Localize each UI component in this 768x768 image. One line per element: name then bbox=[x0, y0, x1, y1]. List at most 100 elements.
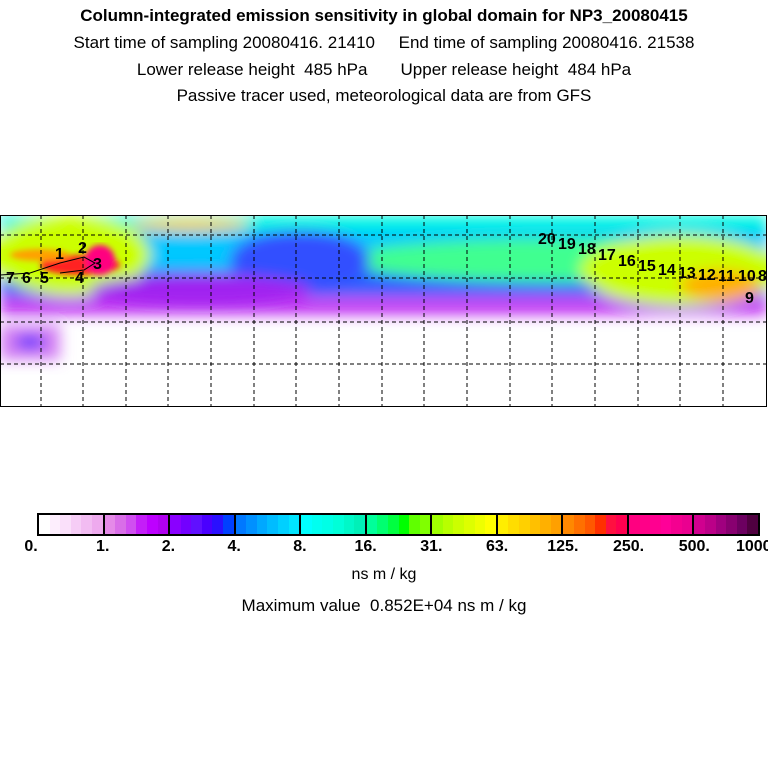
colorbar-segment bbox=[39, 515, 105, 534]
tracer-info: Passive tracer used, meteorological data… bbox=[176, 86, 592, 105]
trajectory-label: 8 bbox=[758, 268, 767, 285]
colorbar-swatch bbox=[529, 515, 541, 534]
colorbar-tick-label: 1000. bbox=[735, 538, 768, 555]
colorbar-swatch bbox=[628, 515, 640, 534]
colorbar-swatch bbox=[267, 515, 279, 534]
trajectory-label: 15 bbox=[638, 258, 656, 275]
colorbar-swatch bbox=[550, 515, 562, 534]
trajectory-label: 14 bbox=[658, 262, 676, 279]
trajectory-label: 4 bbox=[75, 270, 84, 287]
colorbar bbox=[37, 513, 760, 536]
colorbar-swatch bbox=[332, 515, 344, 534]
colorbar-swatch bbox=[157, 515, 169, 534]
colorbar-swatch bbox=[419, 515, 431, 534]
colorbar-tick-label: 500. bbox=[678, 538, 710, 555]
colorbar-swatch bbox=[256, 515, 268, 534]
colorbar-swatch bbox=[398, 515, 410, 534]
colorbar-swatch bbox=[125, 515, 137, 534]
colorbar-swatch bbox=[136, 515, 147, 534]
colorbar-swatch bbox=[278, 515, 289, 534]
trajectory-label: 1 bbox=[55, 246, 64, 263]
colorbar-swatch bbox=[432, 515, 443, 534]
colorbar-swatch bbox=[223, 515, 234, 534]
colorbar-swatch bbox=[201, 515, 213, 534]
trajectory-label: 9 bbox=[745, 290, 754, 307]
trajectory-label: 3 bbox=[93, 256, 102, 273]
trajectory-label: 16 bbox=[618, 253, 636, 270]
colorbar-swatch bbox=[497, 515, 509, 534]
sensitivity-map: 1 2 3 4 5 6 7 8 9 10 11 12 13 14 15 16 1… bbox=[0, 215, 767, 407]
colorbar-swatch bbox=[442, 515, 454, 534]
colorbar-tick-label: 63. bbox=[485, 538, 509, 555]
colorbar-swatch bbox=[301, 515, 312, 534]
trajectory-label: 12 bbox=[698, 267, 716, 284]
maximum-value: Maximum value 0.852E+04 ns m / kg bbox=[241, 596, 527, 615]
colorbar-segment bbox=[366, 515, 433, 534]
colorbar-swatch bbox=[453, 515, 465, 534]
colorbar-tick-label: 2. bbox=[161, 538, 176, 555]
colorbar-segment bbox=[628, 515, 695, 534]
colorbar-segment bbox=[694, 515, 759, 534]
trajectory-label: 5 bbox=[40, 270, 49, 287]
colorbar-swatch bbox=[311, 515, 323, 534]
colorbar-swatch bbox=[212, 515, 224, 534]
colorbar-swatch bbox=[605, 515, 617, 534]
colorbar-swatch bbox=[377, 515, 388, 534]
colorbar-swatch bbox=[322, 515, 333, 534]
colorbar-swatch bbox=[584, 515, 596, 534]
colorbar-swatch bbox=[60, 515, 71, 534]
colorbar-swatch bbox=[650, 515, 661, 534]
colorbar-swatch bbox=[639, 515, 651, 534]
trajectory-label: 10 bbox=[738, 268, 756, 285]
colorbar-swatch bbox=[464, 515, 475, 534]
colorbar-swatch bbox=[616, 515, 627, 534]
colorbar-swatch bbox=[180, 515, 192, 534]
colorbar-swatch bbox=[573, 515, 585, 534]
colorbar-swatch bbox=[595, 515, 606, 534]
colorbar-swatch bbox=[39, 515, 50, 534]
colorbar-swatch bbox=[660, 515, 672, 534]
colorbar-segment bbox=[235, 515, 302, 534]
colorbar-tick-label: 16. bbox=[354, 538, 377, 555]
colorbar-segment bbox=[563, 515, 629, 534]
colorbar-swatch bbox=[288, 515, 300, 534]
colorbar-tick-label: 31. bbox=[420, 538, 443, 555]
colorbar-segment bbox=[170, 515, 236, 534]
colorbar-swatch bbox=[540, 515, 551, 534]
colorbar-tick-label: 250. bbox=[612, 538, 645, 555]
colorbar-swatch bbox=[519, 515, 530, 534]
trajectory-label: 6 bbox=[22, 270, 31, 287]
colorbar-swatch bbox=[681, 515, 693, 534]
colorbar-swatch bbox=[387, 515, 399, 534]
colorbar-swatch bbox=[343, 515, 355, 534]
colorbar-segment bbox=[432, 515, 498, 534]
colorbar-swatch bbox=[726, 515, 737, 534]
colorbar-tick-label: 8. bbox=[293, 538, 307, 555]
colorbar-swatch bbox=[191, 515, 202, 534]
trajectory-label: 19 bbox=[558, 236, 576, 253]
colorbar-swatch bbox=[235, 515, 247, 534]
colorbar-swatch bbox=[115, 515, 126, 534]
colorbar-swatch bbox=[246, 515, 257, 534]
colorbar-swatch bbox=[474, 515, 486, 534]
colorbar-swatch bbox=[104, 515, 116, 534]
colorbar-swatch bbox=[694, 515, 706, 534]
colorbar-swatch bbox=[366, 515, 378, 534]
colorbar-swatch bbox=[563, 515, 574, 534]
colorbar-swatch bbox=[49, 515, 61, 534]
colorbar-swatch bbox=[485, 515, 496, 534]
release-height: Lower release height 485 hPa Upper relea… bbox=[136, 60, 632, 79]
colorbar-swatch bbox=[736, 515, 748, 534]
trajectory-label: 13 bbox=[678, 265, 696, 282]
colorbar-swatch bbox=[508, 515, 520, 534]
colorbar-swatch bbox=[170, 515, 181, 534]
colorbar-tick-label: 1. bbox=[96, 538, 110, 555]
trajectory-label: 17 bbox=[598, 247, 616, 264]
colorbar-unit: ns m / kg bbox=[351, 566, 417, 583]
colorbar-swatch bbox=[146, 515, 158, 534]
trajectory-label: 20 bbox=[538, 231, 556, 248]
trajectory-label: 18 bbox=[578, 241, 596, 258]
colorbar-swatch bbox=[70, 515, 82, 534]
colorbar-swatch bbox=[81, 515, 92, 534]
trajectory-label: 2 bbox=[78, 240, 87, 257]
